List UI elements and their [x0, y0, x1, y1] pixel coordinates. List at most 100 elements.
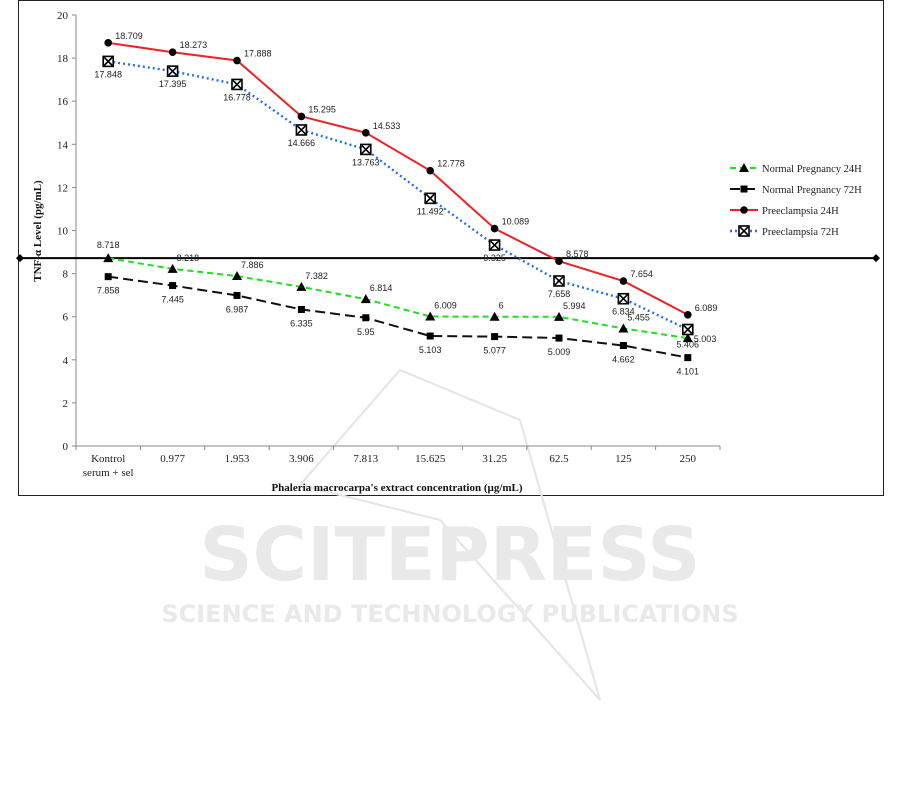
xsquare-cross: [739, 226, 749, 236]
x-tick-label: 31.25: [482, 453, 507, 465]
legend-entry: Preeclampsia 24H: [730, 206, 839, 217]
triangle-marker: [489, 311, 500, 321]
triangle-marker: [167, 263, 178, 273]
data-label: 5.103: [419, 345, 442, 355]
data-label: 17.848: [94, 69, 122, 79]
square-marker: [169, 282, 177, 290]
series-normal-pregnancy-24h: [103, 253, 693, 343]
x-axis-title: Phaleria macrocarpa's extract concentrat…: [271, 482, 522, 494]
data-label: 5.95: [357, 327, 375, 337]
data-label: 13.763: [352, 157, 380, 167]
data-label: 12.778: [437, 159, 465, 169]
triangle-marker: [360, 294, 371, 304]
reference-line-left-marker: [16, 254, 24, 263]
triangle-marker: [554, 311, 564, 321]
series-line: [108, 275, 688, 359]
circle-marker: [684, 310, 692, 319]
data-label: 5.406: [677, 340, 700, 350]
data-label: 5.994: [563, 301, 586, 311]
circle-marker: [619, 277, 628, 285]
data-label: 6.987: [226, 304, 249, 314]
reference-line-right-marker: [872, 254, 880, 263]
triangle-marker: [739, 163, 749, 172]
x-tick-label: 3.906: [289, 453, 314, 465]
data-label: 4.101: [677, 367, 700, 377]
xsquare-cross: [168, 66, 178, 76]
data-label: 7.858: [97, 286, 120, 296]
data-label: 7.658: [548, 289, 571, 299]
data-label: 6: [499, 301, 504, 311]
data-label: 8.718: [97, 240, 120, 250]
circle-marker: [362, 129, 370, 137]
legend-label: Normal Pregnancy 24H: [762, 164, 862, 175]
data-label: 7.886: [241, 260, 264, 270]
xsquare-cross: [683, 324, 693, 335]
data-label: 14.666: [288, 138, 316, 148]
y-tick-label: 14: [57, 139, 69, 151]
x-tick-label: 15.625: [415, 453, 446, 465]
series-normal-pregnancy-72h: [104, 273, 692, 362]
square-marker: [104, 273, 112, 281]
data-label: 5.003: [694, 334, 717, 344]
data-label: 18.273: [180, 40, 208, 50]
square-marker: [684, 354, 692, 362]
legend-entry: Normal Pregnancy 24H: [730, 163, 862, 175]
circle-marker: [426, 166, 435, 175]
data-label: 5.077: [483, 346, 506, 356]
x-tick-label: 7.813: [353, 453, 378, 465]
xsquare-cross: [490, 240, 500, 250]
y-axis-ticks: 0 2 4 6 8 10 12 14 16 18 20: [57, 10, 76, 453]
data-label: 7.445: [161, 295, 184, 305]
data-label: 8.578: [566, 249, 589, 259]
triangle-marker: [232, 271, 242, 281]
y-tick-label: 16: [57, 96, 69, 108]
triangle-marker: [682, 333, 693, 343]
square-marker: [362, 314, 370, 322]
square-marker: [619, 342, 627, 350]
data-label: 14.533: [373, 121, 401, 131]
x-tick-label: 62.5: [549, 453, 569, 465]
data-label: 6.335: [290, 318, 313, 328]
x-tick-label: 0.977: [160, 453, 185, 465]
series-group: [102, 39, 694, 362]
xsquare-cross: [554, 276, 564, 286]
xsquare-cross: [425, 193, 435, 203]
data-label: 11.492: [417, 206, 444, 216]
y-tick-label: 2: [63, 398, 69, 410]
data-label: 9.325: [483, 253, 506, 263]
y-tick-label: 12: [57, 182, 68, 194]
data-label: 5.009: [548, 347, 571, 357]
triangle-marker: [425, 311, 436, 321]
data-label: 5.455: [627, 312, 650, 322]
square-marker: [740, 185, 748, 193]
watermark-title: SCITEPRESS: [199, 512, 700, 598]
data-label: 6.089: [695, 303, 718, 313]
reference-line: [16, 254, 880, 263]
x-tick-label: 1.953: [225, 453, 250, 465]
square-marker: [233, 291, 241, 299]
xsquare-cross: [232, 79, 242, 89]
data-label: 10.089: [502, 217, 530, 227]
circle-marker: [297, 112, 306, 121]
legend-label: Preeclampsia 72H: [762, 227, 839, 238]
square-marker: [491, 333, 499, 341]
y-tick-label: 10: [57, 226, 69, 238]
data-label: 17.395: [159, 79, 187, 89]
triangle-marker: [103, 253, 114, 263]
triangle-marker: [296, 281, 307, 291]
y-tick-label: 6: [63, 312, 69, 324]
series-line: [108, 60, 689, 331]
square-marker: [426, 332, 434, 340]
x-tick-label: serum + sel: [83, 467, 134, 479]
y-tick-label: 18: [57, 53, 69, 65]
x-axis-ticks: Kontrol serum + sel 0.977 1.953 3.906 7.813 15…: [75, 446, 721, 479]
legend-entry: Preeclampsia 72H: [730, 225, 839, 238]
data-label: 7.654: [630, 269, 653, 279]
series-line: [108, 41, 689, 316]
data-label: 4.662: [612, 355, 635, 365]
xsquare-cross: [103, 56, 113, 66]
circle-marker: [168, 48, 177, 57]
circle-marker: [104, 39, 112, 47]
y-axis-title: TNF-α Level (pg/mL): [32, 180, 44, 282]
